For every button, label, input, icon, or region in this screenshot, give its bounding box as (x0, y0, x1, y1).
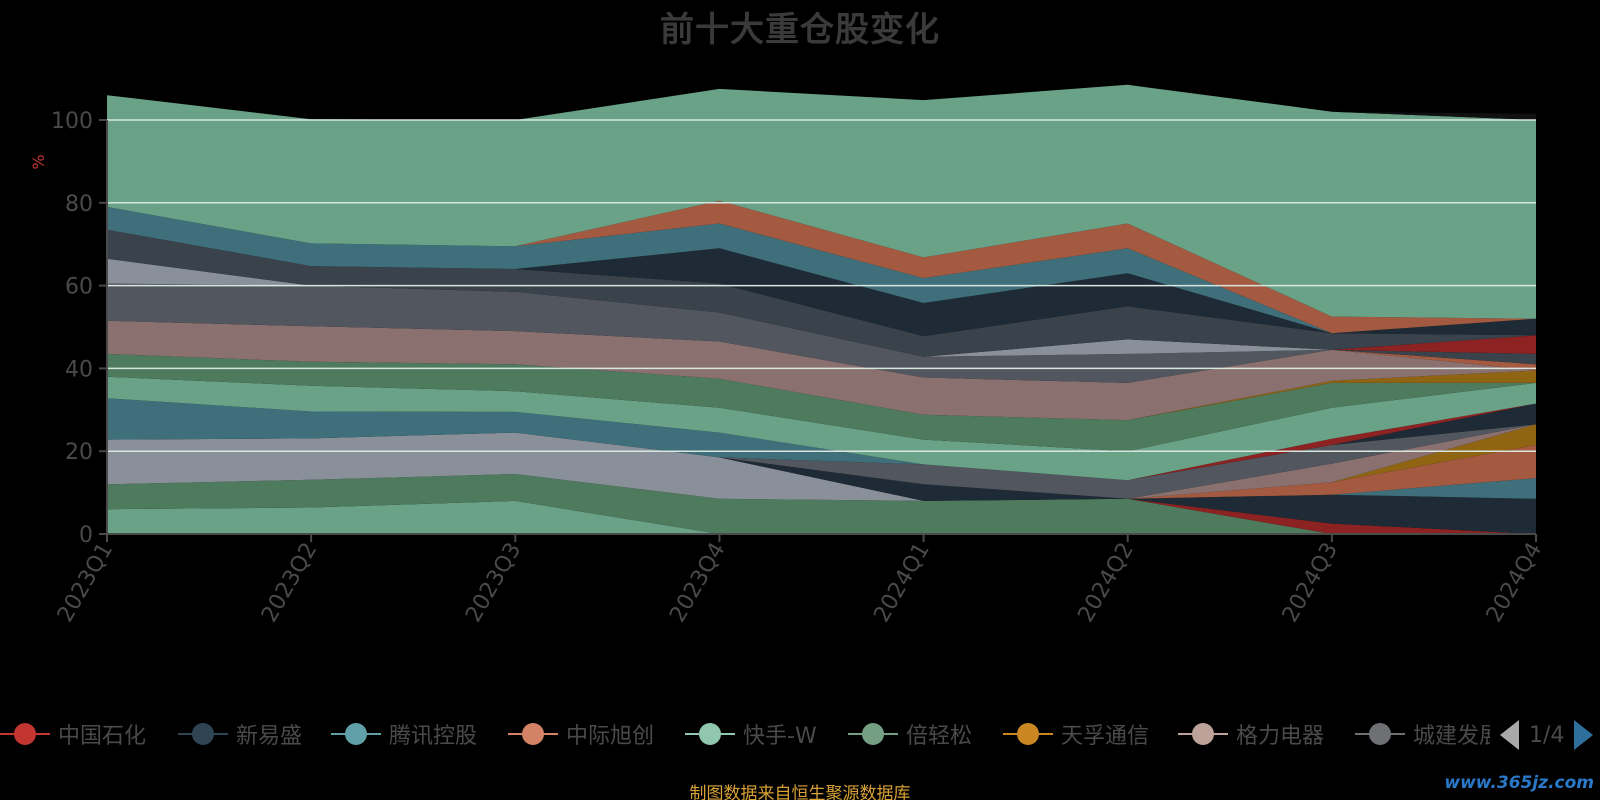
area-layer-16 (107, 320, 1536, 421)
legend-item[interactable]: 中际旭创 (508, 714, 654, 754)
legend-prev-page-icon[interactable] (1500, 720, 1519, 750)
y-tick-label: 80 (65, 192, 93, 217)
area-layer-22 (107, 229, 1536, 357)
legend-item[interactable]: 天孚通信 (1003, 714, 1149, 754)
circle-marker-icon (0, 714, 50, 754)
source-note: 制图数据来自恒生聚源数据库 (689, 784, 911, 800)
area-layer-24 (107, 206, 1536, 334)
legend-label: 快手-W (743, 724, 817, 749)
circle-marker-icon (1355, 714, 1405, 754)
circle-marker-icon (178, 714, 228, 754)
x-tick-label: 2024Q3 (1278, 539, 1343, 627)
area-新易盛 (107, 432, 1536, 534)
legend-item[interactable]: 新易盛 (178, 714, 302, 754)
x-tick-label: 2023Q2 (257, 539, 322, 627)
circle-marker-icon (685, 714, 735, 754)
x-tick-label: 2023Q3 (461, 539, 526, 627)
area-layer-20 (107, 258, 1536, 365)
stacked-areas (107, 84, 1536, 534)
legend-item[interactable]: 倍轻松 (848, 714, 972, 754)
y-tick-label: 40 (65, 357, 93, 382)
x-tick-label: 2023Q1 (53, 539, 118, 627)
watermark[interactable]: www.365jz.com (1444, 773, 1594, 793)
legend-label: 中国石化 (58, 724, 147, 749)
area-layer-13 (107, 376, 1536, 481)
legend-item[interactable]: 腾讯控股 (331, 714, 477, 754)
y-tick-label: 60 (65, 275, 93, 300)
area-layer-23 (107, 229, 1536, 337)
legend-page-indicator: 1/4 (1529, 722, 1565, 748)
legend-label: 倍轻松 (906, 724, 973, 749)
y-tick-label: 20 (65, 440, 93, 465)
chart-title: 前十大重仓股变化 (660, 10, 940, 50)
circle-marker-icon (1003, 714, 1053, 754)
area-layer-21 (107, 258, 1536, 357)
legend-label: 天孚通信 (1061, 724, 1150, 749)
x-tick-label: 2023Q4 (665, 539, 730, 627)
legend-item[interactable]: 格力电器 (1178, 714, 1324, 754)
legend-label: 中际旭创 (566, 724, 655, 749)
area-layer-12 (107, 398, 1536, 481)
circle-marker-icon (508, 714, 558, 754)
area-腾讯控股 (107, 432, 1536, 499)
legend-label: 城建发展 (1413, 724, 1490, 749)
legend: 中国石化 新易盛 腾讯控股 中际旭创 快手-W 倍轻松 天孚通信 格力电器 城建发展 (0, 714, 1490, 754)
x-tick-label: 2024Q4 (1482, 539, 1547, 627)
legend-item[interactable]: 中国石化 (0, 714, 146, 754)
area-城建发展 (107, 424, 1536, 499)
legend-next-page-icon[interactable] (1574, 720, 1594, 750)
area-layer-17 (107, 283, 1536, 383)
gridlines (107, 119, 1536, 452)
area-layer-1 (107, 474, 1536, 534)
circle-marker-icon (331, 714, 381, 754)
y-tick-label: 100 (51, 109, 93, 134)
x-tick-label: 2024Q1 (869, 539, 934, 627)
y-tick-label: 0 (79, 523, 93, 548)
circle-marker-icon (1178, 714, 1228, 754)
area-layer-25 (107, 200, 1536, 334)
legend-item[interactable]: 快手-W (685, 714, 817, 754)
legend-item[interactable]: 城建发展 (1355, 714, 1490, 754)
legend-label: 格力电器 (1236, 724, 1325, 749)
x-tick-label: 2024Q2 (1074, 539, 1139, 627)
area-layer-2 (107, 432, 1536, 534)
area-layer-14 (107, 353, 1536, 452)
legend-pager: 1/4 (1500, 718, 1594, 752)
circle-marker-icon (848, 714, 898, 754)
legend-label: 新易盛 (236, 724, 303, 749)
area-layer-26 (107, 84, 1536, 319)
y-axis-unit-label: % (29, 154, 48, 169)
legend-label: 腾讯控股 (389, 724, 478, 749)
area-layer-0 (107, 500, 1536, 534)
